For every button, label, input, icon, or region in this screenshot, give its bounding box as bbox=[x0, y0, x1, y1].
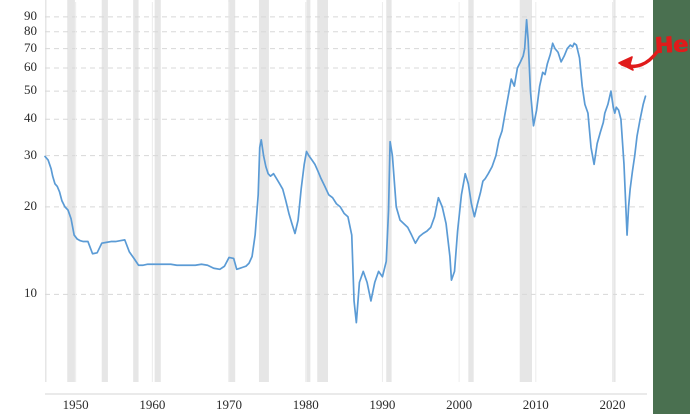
price-line bbox=[44, 18, 647, 324]
x-tick-label: 1960 bbox=[139, 397, 166, 412]
gridlines-group bbox=[45, 2, 647, 382]
recession-band bbox=[317, 0, 328, 382]
right-side-panel bbox=[653, 0, 690, 414]
x-tick-label: 1970 bbox=[216, 397, 243, 412]
y-tick-label: 10 bbox=[24, 285, 37, 301]
y-tick-label: 60 bbox=[24, 59, 37, 75]
x-tick-label: 1980 bbox=[292, 397, 319, 412]
y-tick-label: 40 bbox=[24, 110, 37, 126]
x-tick-label: 1950 bbox=[62, 397, 89, 412]
annotation-label: Her bbox=[654, 31, 690, 60]
y-tick-label: 20 bbox=[24, 197, 37, 213]
x-tick-label: 1990 bbox=[369, 397, 396, 412]
y-tick-label: 50 bbox=[24, 82, 37, 98]
recession-band bbox=[133, 0, 139, 382]
x-tick-label: 2020 bbox=[599, 397, 626, 412]
y-tick-label: 70 bbox=[24, 39, 37, 55]
y-tick-label: 80 bbox=[24, 22, 37, 38]
price-line-group bbox=[44, 18, 647, 324]
recession-band bbox=[258, 0, 269, 382]
x-tick-label: 2000 bbox=[446, 397, 473, 412]
recession-band bbox=[45, 0, 47, 382]
recession-band bbox=[228, 0, 236, 382]
recession-band bbox=[67, 0, 75, 382]
recession-bands-group bbox=[45, 0, 616, 382]
recession-band bbox=[519, 0, 532, 382]
y-tick-label: 30 bbox=[24, 146, 37, 162]
x-tick-label: 2010 bbox=[522, 397, 549, 412]
y-tick-label: 90 bbox=[24, 7, 37, 23]
recession-band bbox=[468, 0, 474, 382]
recession-band bbox=[613, 0, 616, 382]
recession-band bbox=[101, 0, 108, 382]
recession-band bbox=[154, 0, 161, 382]
recession-band bbox=[306, 0, 311, 382]
